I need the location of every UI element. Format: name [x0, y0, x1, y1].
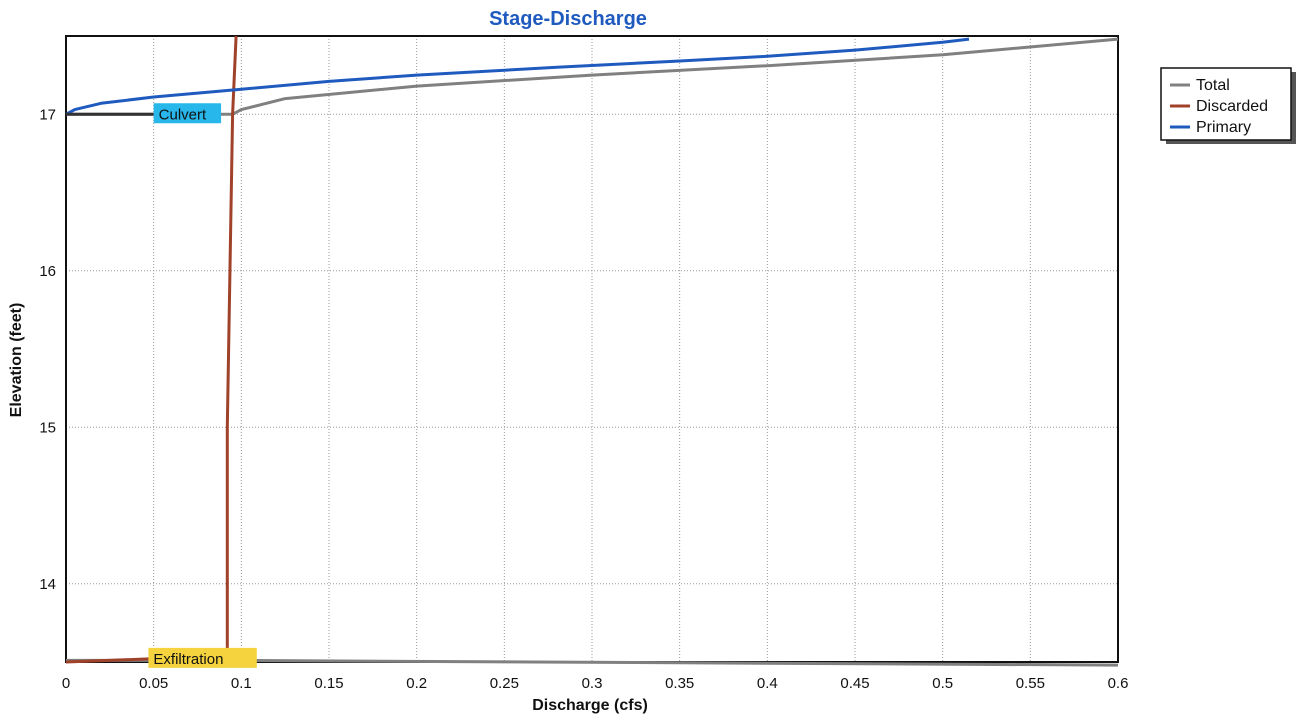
annotation-culvert: Culvert: [153, 103, 222, 124]
series-line-discarded: [65, 35, 238, 664]
x-tick-label: 0: [62, 675, 70, 692]
y-tick-label: 14: [39, 576, 56, 593]
legend-label-primary: Primary: [1196, 119, 1251, 136]
x-tick-label: 0.05: [139, 675, 168, 692]
y-tick-label: 16: [39, 263, 56, 280]
x-tick-label: 0.3: [582, 675, 603, 692]
x-tick-label: 0.15: [314, 675, 343, 692]
axis-ticks: 0 0.05 0.1 0.15 0.2 0.25 0.3 0.35 0.4 0.45 0.5 0.55…: [39, 106, 1128, 692]
legend-label-total: Total: [1196, 77, 1230, 94]
grid: [66, 36, 1118, 662]
y-axis-label: Elevation (feet): [8, 303, 25, 418]
annotation-exfiltration: Exfiltration: [148, 647, 257, 668]
x-tick-label: 0.2: [406, 675, 427, 692]
series-line-primary: [65, 37, 970, 116]
y-tick-label: 15: [39, 419, 56, 436]
annotation-box: [153, 103, 222, 124]
legend: Total Discarded Primary: [1160, 67, 1296, 144]
x-tick-label: 0.1: [231, 675, 252, 692]
annotation-box: [148, 647, 257, 668]
annotations: Culvert Exfiltration: [148, 103, 257, 668]
annotation-label: Exfiltration: [153, 651, 223, 668]
x-tick-label: 0.45: [840, 675, 869, 692]
series-line-total: [66, 37, 1119, 116]
y-tick-label: 17: [39, 106, 56, 123]
legend-label-discarded: Discarded: [1196, 98, 1268, 115]
x-tick-label: 0.35: [665, 675, 694, 692]
chart-title: Stage-Discharge: [489, 8, 647, 30]
x-tick-label: 0.55: [1016, 675, 1045, 692]
x-tick-label: 0.6: [1108, 675, 1129, 692]
annotation-label: Culvert: [159, 106, 207, 123]
x-axis-label: Discharge (cfs): [532, 697, 648, 714]
x-tick-label: 0.4: [757, 675, 778, 692]
x-tick-label: 0.25: [490, 675, 519, 692]
x-tick-label: 0.5: [932, 675, 953, 692]
